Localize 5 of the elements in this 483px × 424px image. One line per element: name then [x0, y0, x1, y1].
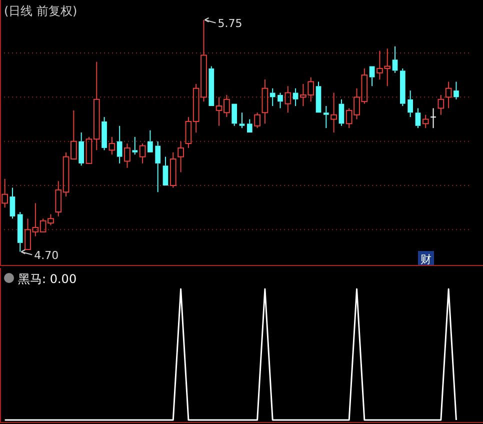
annotation: 4.70: [34, 248, 59, 262]
chart-title: (日线 前复权): [4, 4, 78, 18]
annotation: 财: [420, 253, 432, 266]
chart-title: 黑马: 0.00: [18, 272, 77, 286]
annotation: 5.75: [218, 16, 242, 30]
